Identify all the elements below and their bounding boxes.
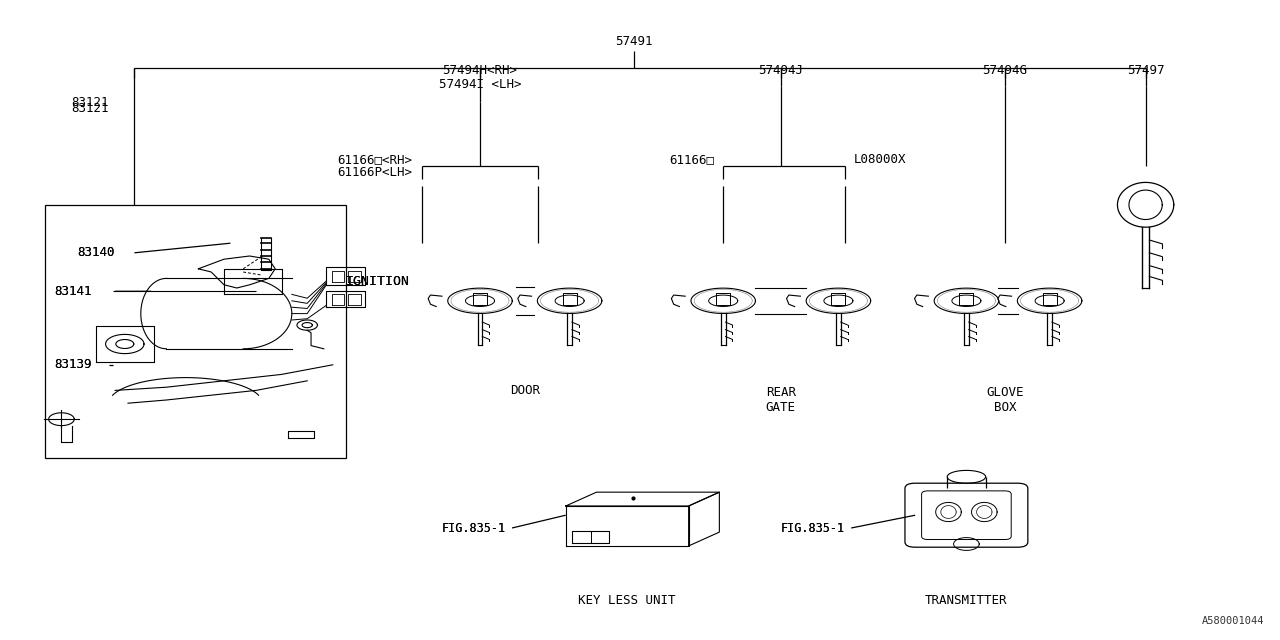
Text: A580001044: A580001044 (1202, 616, 1265, 626)
Text: 61166P<LH>: 61166P<LH> (337, 166, 412, 179)
Text: FIG.835-1: FIG.835-1 (442, 522, 506, 534)
Text: 83140: 83140 (77, 246, 114, 259)
Text: 83139: 83139 (54, 358, 91, 371)
Text: DOOR: DOOR (509, 384, 540, 397)
Text: 83141: 83141 (54, 285, 91, 298)
Text: FIG.835-1: FIG.835-1 (781, 522, 845, 534)
Text: TRANSMITTER: TRANSMITTER (925, 594, 1007, 607)
Text: KEY LESS UNIT: KEY LESS UNIT (579, 594, 676, 607)
Bar (45, 205, 346, 458)
Text: 57494G: 57494G (982, 64, 1028, 77)
Text: REAR
GATE: REAR GATE (765, 386, 796, 414)
Text: 57494I <LH>: 57494I <LH> (439, 78, 521, 91)
Text: 83141: 83141 (54, 285, 91, 298)
Text: GLOVE
BOX: GLOVE BOX (986, 386, 1024, 414)
Text: FIG.835-1: FIG.835-1 (781, 522, 845, 534)
Text: IGNITION: IGNITION (346, 275, 410, 288)
Text: L08000X: L08000X (854, 154, 906, 166)
Text: 57491: 57491 (614, 35, 653, 48)
Text: 61166□: 61166□ (669, 154, 714, 166)
Text: 57494J: 57494J (758, 64, 804, 77)
Text: IGNITION: IGNITION (346, 275, 410, 288)
Text: 83121: 83121 (72, 96, 109, 109)
Text: 83139: 83139 (54, 358, 91, 371)
Text: 61166□<RH>: 61166□<RH> (337, 154, 412, 166)
Text: 83140: 83140 (77, 246, 114, 259)
Text: 83121: 83121 (72, 102, 109, 115)
Text: 57494H<RH>: 57494H<RH> (443, 65, 517, 77)
Text: 57497: 57497 (1126, 64, 1165, 77)
Text: FIG.835-1: FIG.835-1 (442, 522, 506, 534)
